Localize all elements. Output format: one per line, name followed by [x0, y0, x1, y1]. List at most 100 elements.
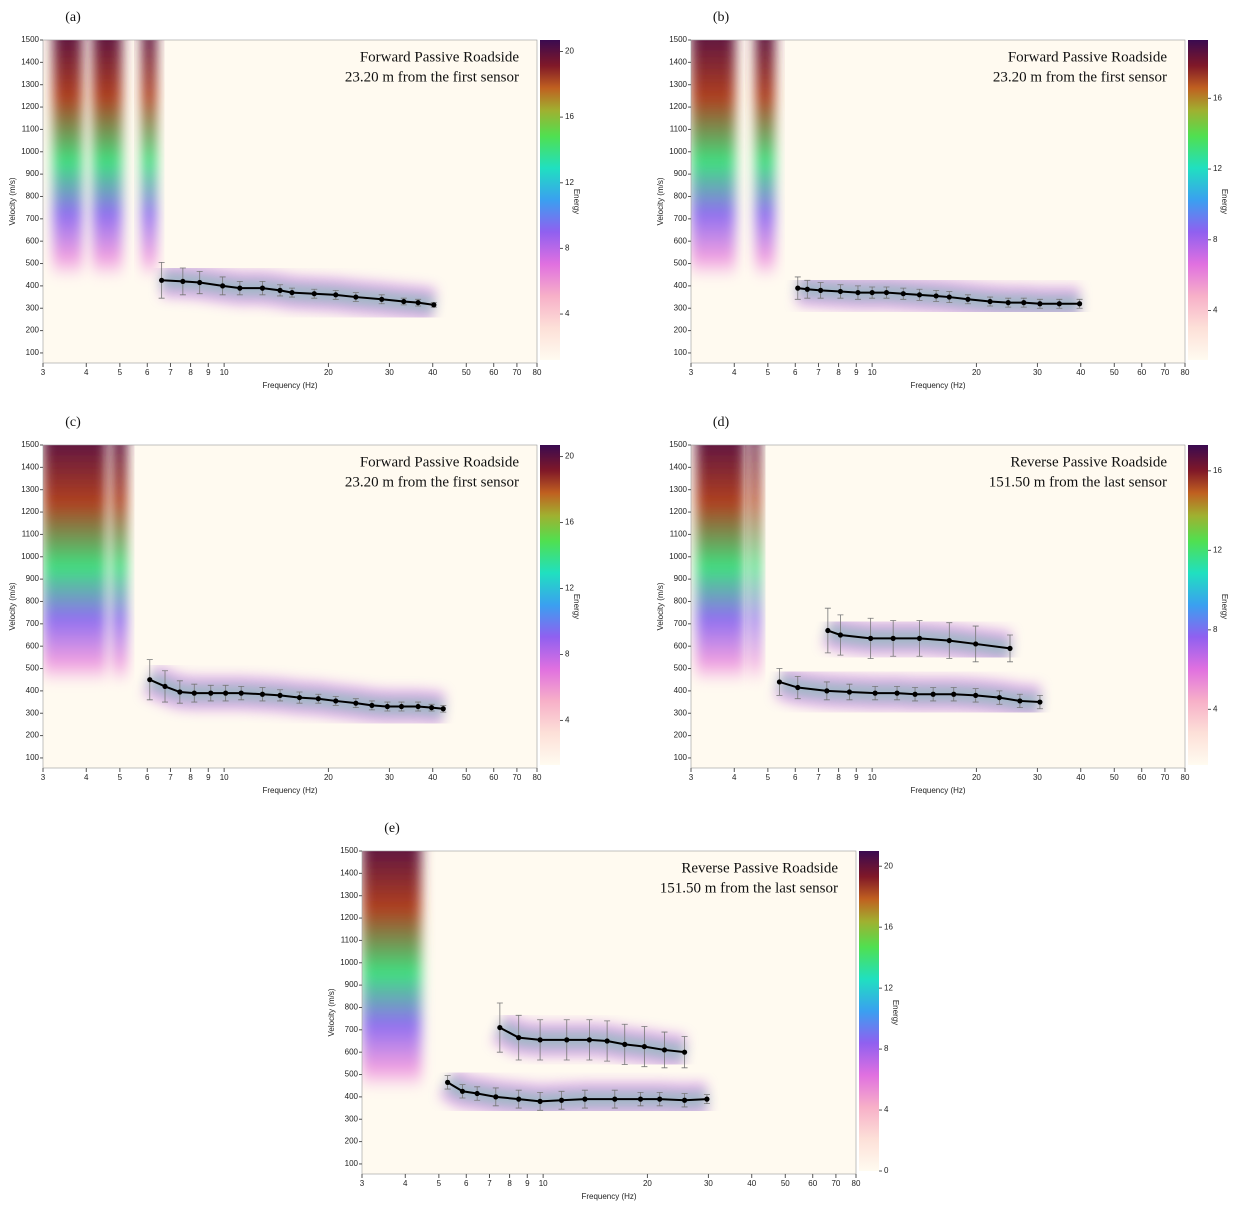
x-tick-label: 9	[206, 368, 211, 377]
x-tick-label: 5	[118, 773, 123, 782]
y-tick-label: 200	[26, 326, 40, 335]
y-tick-label: 1300	[669, 485, 687, 494]
colorbar-tick-label: 4	[565, 716, 570, 725]
data-point	[1037, 301, 1043, 307]
x-tick-label: 6	[464, 1179, 469, 1188]
x-tick-label: 6	[793, 773, 798, 782]
y-tick-label: 400	[674, 686, 688, 695]
data-point	[883, 289, 890, 296]
x-tick-label: 30	[385, 773, 394, 782]
colorbar	[1188, 445, 1208, 765]
x-tick-label: 20	[324, 773, 333, 782]
x-tick-label: 40	[428, 773, 437, 782]
x-tick-label: 7	[487, 1179, 492, 1188]
y-tick-label: 900	[26, 169, 40, 178]
colorbar-label: Energy	[1220, 594, 1229, 619]
data-point	[987, 298, 993, 305]
data-point	[837, 288, 844, 295]
x-tick-label: 9	[854, 773, 859, 782]
x-tick-label: 3	[41, 773, 46, 782]
x-tick-label: 10	[220, 368, 229, 377]
data-point	[930, 691, 936, 697]
y-tick-label: 1400	[21, 57, 39, 66]
x-tick-label: 10	[220, 773, 229, 782]
colorbar-tick-label: 16	[1213, 93, 1222, 102]
x-axis-label: Frequency (Hz)	[581, 1192, 636, 1201]
data-point	[431, 302, 437, 308]
data-point	[916, 292, 923, 298]
x-tick-label: 30	[704, 1179, 713, 1188]
y-tick-label: 400	[345, 1092, 359, 1101]
data-point	[459, 1088, 466, 1094]
x-tick-label: 8	[188, 773, 193, 782]
data-point	[1076, 301, 1083, 307]
y-tick-label: 200	[674, 326, 688, 335]
x-tick-label: 6	[145, 368, 150, 377]
y-tick-label: 1400	[340, 868, 358, 877]
y-tick-label: 700	[345, 1025, 359, 1034]
colorbar-label: Energy	[572, 594, 581, 619]
data-point	[537, 1037, 543, 1043]
x-tick-label: 5	[766, 773, 771, 782]
x-tick-label: 8	[507, 1179, 512, 1188]
y-tick-label: 400	[26, 686, 40, 695]
data-point	[933, 293, 939, 299]
data-point	[951, 691, 957, 697]
y-tick-label: 1000	[21, 552, 39, 561]
y-tick-label: 1000	[669, 147, 687, 156]
y-tick-label: 1400	[669, 462, 687, 471]
data-point	[147, 677, 153, 683]
colorbar-tick-label: 16	[565, 518, 574, 527]
x-tick-label: 9	[525, 1179, 530, 1188]
x-tick-label: 9	[854, 368, 859, 377]
colorbar-tick-label: 8	[565, 244, 570, 253]
data-point	[159, 277, 165, 283]
data-point	[208, 690, 214, 696]
y-tick-label: 100	[674, 348, 688, 357]
y-tick-label: 1400	[21, 462, 39, 471]
panel-label: (c)	[65, 415, 81, 430]
data-point	[384, 703, 391, 710]
data-point	[558, 1097, 565, 1103]
data-point	[162, 683, 168, 690]
data-point	[825, 627, 831, 634]
data-point	[586, 1037, 593, 1043]
colorbar-tick-label: 4	[1213, 306, 1218, 315]
energy-band	[755, 40, 775, 279]
y-tick-label: 600	[26, 236, 40, 245]
x-tick-label: 60	[1137, 368, 1146, 377]
x-tick-label: 80	[852, 1179, 861, 1188]
plot-background	[691, 445, 1185, 768]
y-tick-label: 1100	[670, 530, 688, 539]
y-tick-label: 1200	[21, 507, 39, 516]
data-point	[277, 287, 283, 293]
y-tick-label: 1500	[21, 440, 39, 449]
panel: 3 4 5 6 7 8 9 10 20 30 40 50 60 70 80 100 200 300 400 500 60…	[8, 10, 581, 390]
panel-label: (a)	[65, 10, 81, 25]
x-tick-label: 60	[489, 368, 498, 377]
x-tick-label: 7	[168, 368, 173, 377]
y-tick-label: 1500	[669, 35, 687, 44]
colorbar-tick-label: 20	[565, 452, 574, 461]
annotation: 151.50 m from the last sensor	[660, 880, 838, 896]
data-point	[474, 1090, 480, 1097]
y-tick-label: 500	[345, 1070, 359, 1079]
data-point	[818, 287, 824, 293]
data-point	[516, 1035, 522, 1041]
x-tick-label: 80	[1181, 368, 1190, 377]
y-tick-label: 1200	[669, 102, 687, 111]
data-point	[177, 689, 183, 695]
panel-label: (e)	[384, 821, 400, 836]
y-tick-label: 200	[345, 1137, 359, 1146]
colorbar-label: Energy	[891, 1000, 900, 1025]
x-tick-label: 4	[84, 773, 89, 782]
x-tick-label: 20	[643, 1179, 652, 1188]
data-point	[296, 694, 303, 701]
data-point	[900, 291, 906, 297]
y-tick-label: 1000	[669, 552, 687, 561]
data-point	[220, 283, 226, 289]
data-point	[872, 690, 878, 696]
x-tick-label: 5	[766, 368, 771, 377]
energy-band	[141, 40, 157, 279]
data-point	[965, 296, 971, 302]
